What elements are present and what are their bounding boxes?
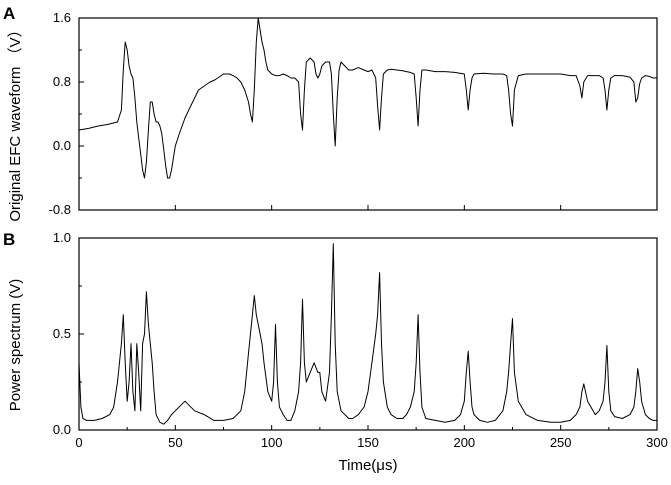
panel-b-power-spectrum-line (78, 243, 657, 425)
panel-b: B 1.0 0.5 0.0 0 50 100 150 200 250 300 Power spe… (3, 230, 668, 474)
x-tick-label: 50 (168, 435, 182, 450)
x-tick-label: 0 (75, 435, 82, 450)
panel-b-y-axis-title: Power spectrum (V) (7, 279, 24, 412)
panel-a: A 1.6 0.8 0.0 -0.8 Original EFC waveform （V… (3, 4, 658, 222)
panel-a-y-tick-label: -0.8 (49, 202, 71, 217)
panel-b-y-tick-label: 1.0 (53, 230, 71, 245)
panel-b-label: B (3, 230, 15, 249)
x-tick-label: 100 (261, 435, 283, 450)
panel-b-y-tick-label: 0.5 (53, 326, 71, 341)
panel-b-plot-frame (78, 237, 658, 431)
panel-a-y-axis-title: Original EFC waveform （V） (7, 22, 24, 221)
panel-b-y-tick-label: 0.0 (53, 422, 71, 437)
x-axis-title: Time(μs) (339, 457, 398, 474)
x-tick-label: 150 (357, 435, 379, 450)
x-tick-label: 300 (646, 435, 668, 450)
panel-a-plot-frame (78, 17, 658, 211)
panel-b-y-ticks: 1.0 0.5 0.0 (53, 230, 84, 437)
panel-a-y-tick-label: 1.6 (53, 10, 71, 25)
x-tick-label: 200 (453, 435, 475, 450)
panel-a-y-ticks: 1.6 0.8 0.0 -0.8 (49, 10, 658, 217)
x-tick-label: 250 (550, 435, 572, 450)
panel-a-y-tick-label: 0.0 (53, 138, 71, 153)
panel-b-x-ticks: 0 50 100 150 200 250 300 (75, 425, 668, 450)
panel-a-waveform-line (78, 17, 657, 179)
panel-a-label: A (3, 4, 15, 23)
panel-a-y-tick-label: 0.8 (53, 74, 71, 89)
